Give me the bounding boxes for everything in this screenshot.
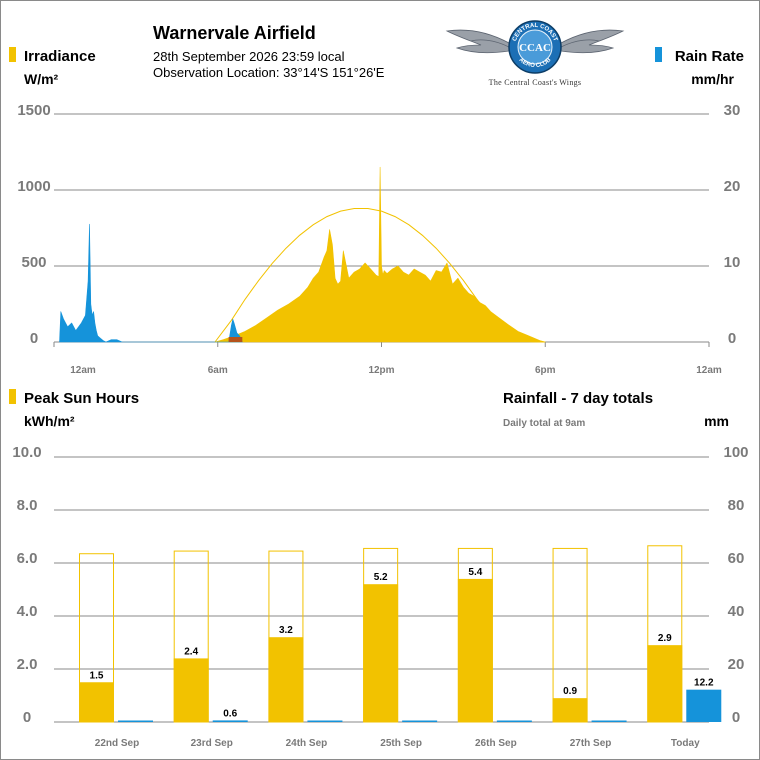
rainfall-bar	[118, 720, 153, 722]
day-tick-label: Today	[671, 738, 700, 749]
irradiance-area	[214, 166, 546, 343]
rain-rate-legend-swatch	[655, 47, 662, 62]
sun-hours-tick-label: 8.0	[17, 497, 38, 514]
rainfall-tick-label: 60	[728, 550, 745, 567]
peak-sun-bar	[647, 645, 683, 722]
irradiance-legend-swatch	[9, 47, 16, 62]
clear-sky-curve	[214, 208, 546, 343]
aero-club-logo: CENTRAL COAST AERO CLUB CCAC The Central…	[445, 20, 625, 87]
peak-sun-value-label: 3.2	[279, 625, 293, 636]
irradiance-tick-label: 1500	[17, 102, 50, 119]
peak-sun-value-label: 0.9	[563, 686, 577, 697]
rainfall-axis-ticks: 100 80 60 40 20 0	[723, 444, 748, 726]
observation-location: Observation Location: 33°14'S 151°26'E	[153, 65, 385, 80]
rainfall-title: Rainfall - 7 day totals	[503, 390, 653, 407]
day-tick-label: 24th Sep	[286, 738, 328, 749]
day-tick-label: 27th Sep	[570, 738, 612, 749]
day-tick-label: 23rd Sep	[191, 738, 233, 749]
rainfall-bar	[307, 720, 343, 722]
rainfall-bar	[591, 720, 627, 722]
rain-rate-tick-label: 0	[728, 330, 736, 347]
time-tick-label: 12pm	[368, 365, 394, 376]
sun-hours-tick-label: 6.0	[17, 550, 38, 567]
peak-sun-value-label: 2.4	[184, 646, 198, 657]
day-axis-ticks: 22nd Sep 23rd Sep 24th Sep 25th Sep 26th Sep…	[95, 738, 700, 749]
peak-sun-unit: kWh/m²	[24, 413, 75, 429]
rain-rate-unit: mm/hr	[691, 71, 734, 87]
peak-sun-bar	[457, 578, 493, 722]
peak-sun-bar	[552, 698, 588, 722]
rainfall-bar	[212, 720, 248, 722]
peak-sun-value-label: 5.2	[374, 572, 388, 583]
irradiance-axis-ticks: 1500 1000 500 0	[17, 102, 50, 347]
sun-hours-tick-label: 4.0	[17, 603, 38, 620]
rainfall-tick-label: 20	[728, 656, 745, 673]
time-tick-label: 12am	[70, 365, 96, 376]
time-tick-label: 6am	[208, 365, 228, 376]
irradiance-chart-series	[59, 166, 546, 343]
irradiance-tick-label: 500	[21, 254, 46, 271]
time-tick-label: 6pm	[535, 365, 556, 376]
sun-hours-axis-ticks: 10.0 8.0 6.0 4.0 2.0 0	[12, 444, 41, 726]
rainfall-bar	[496, 720, 532, 722]
time-tick-label: 12am	[696, 365, 722, 376]
peak-sun-bar	[173, 658, 209, 722]
peak-sun-legend-swatch	[9, 389, 16, 404]
rain-rate-legend-label: Rain Rate	[675, 48, 744, 65]
peak-sun-legend-label: Peak Sun Hours	[24, 390, 139, 407]
day-tick-label: 26th Sep	[475, 738, 517, 749]
rain-rate-tick-label: 30	[724, 102, 741, 119]
irradiance-unit: W/m²	[24, 71, 59, 87]
rainfall-note: Daily total at 9am	[503, 418, 585, 429]
rainfall-value-label: 12.2	[694, 678, 714, 689]
time-axis-ticks: 12am 6am 12pm 6pm 12am	[53, 342, 722, 376]
rainfall-tick-label: 100	[723, 444, 748, 461]
peak-sun-bar	[363, 584, 399, 722]
irradiance-tick-label: 0	[30, 330, 38, 347]
sun-hours-chart-bars: 1.5 2.4 0.6 3.2 5.2 5.4 0.9 2.9 12.2	[79, 545, 722, 723]
rain-rate-area	[59, 223, 243, 343]
station-title: Warnervale Airfield	[153, 23, 316, 43]
observation-datetime: 28th September 2026 23:59 local	[153, 49, 345, 64]
peak-sun-value-label: 1.5	[90, 670, 104, 681]
peak-sun-bar	[79, 682, 114, 722]
rain-rate-axis-ticks: 30 20 10 0	[724, 102, 741, 347]
rainfall-tick-label: 80	[728, 497, 745, 514]
sun-hours-tick-label: 2.0	[17, 656, 38, 673]
peak-sun-value-label: 5.4	[468, 567, 482, 578]
rain-rate-tick-label: 10	[724, 254, 741, 271]
rainfall-unit: mm	[704, 413, 729, 429]
rainfall-value-label: 0.6	[223, 708, 237, 719]
rain-rate-tick-label: 20	[724, 178, 741, 195]
sun-hours-tick-label: 0	[23, 709, 31, 726]
rainfall-tick-label: 0	[732, 709, 740, 726]
logo-tagline: The Central Coast's Wings	[489, 78, 582, 87]
wings-icon	[445, 29, 625, 54]
peak-sun-value-label: 2.9	[658, 633, 672, 644]
rainfall-bar	[686, 689, 722, 722]
sun-hours-tick-label: 10.0	[12, 444, 41, 461]
irradiance-tick-label: 1000	[17, 178, 50, 195]
rainfall-bar	[402, 720, 438, 722]
irradiance-legend-label: Irradiance	[24, 48, 96, 65]
peak-sun-bar	[268, 637, 304, 722]
logo-letters: CCAC	[519, 42, 551, 54]
rainfall-tick-label: 40	[728, 603, 745, 620]
day-tick-label: 22nd Sep	[95, 738, 139, 749]
rain-sun-overlap-mark	[228, 337, 243, 342]
day-tick-label: 25th Sep	[380, 738, 422, 749]
